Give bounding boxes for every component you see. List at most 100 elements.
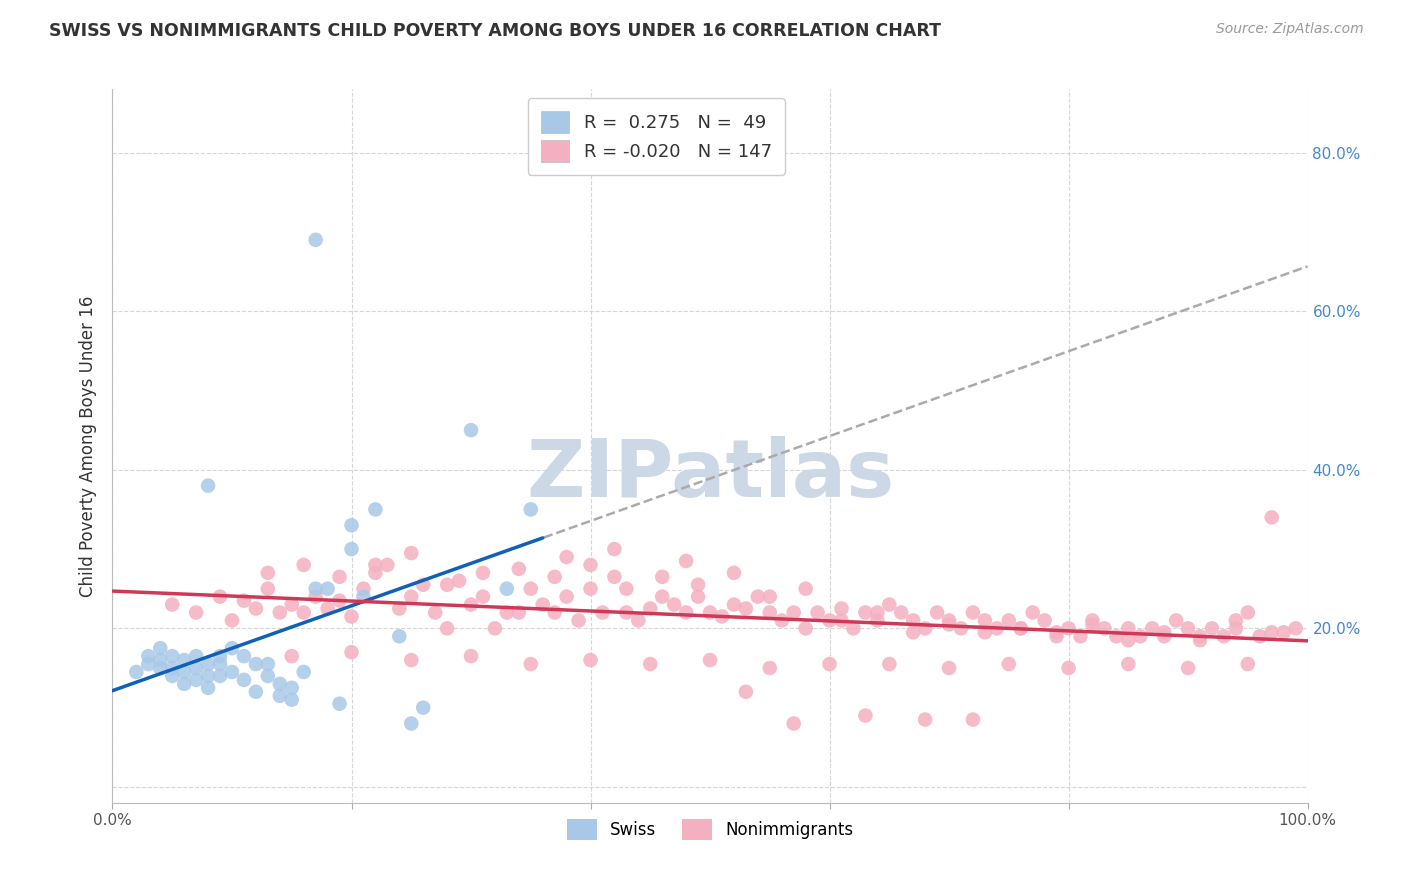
Point [460, 423, 482, 437]
Point [879, 598, 901, 612]
Point [149, 641, 172, 656]
Point [316, 582, 339, 596]
Point [914, 621, 936, 635]
Point [292, 665, 315, 679]
Point [401, 653, 423, 667]
Point [1153, 625, 1175, 640]
Point [245, 601, 267, 615]
Point [329, 697, 352, 711]
Point [257, 669, 280, 683]
Point [1261, 510, 1284, 524]
Point [866, 614, 889, 628]
Point [352, 582, 374, 596]
Point [496, 582, 519, 596]
Point [316, 601, 339, 615]
Point [831, 614, 853, 628]
Point [1022, 606, 1045, 620]
Point [986, 621, 1008, 635]
Point [460, 598, 482, 612]
Point [340, 609, 363, 624]
Point [927, 606, 949, 620]
Point [914, 713, 936, 727]
Point [186, 606, 208, 620]
Point [1057, 621, 1080, 635]
Point [484, 621, 506, 635]
Point [281, 681, 304, 695]
Point [1010, 621, 1032, 635]
Point [818, 657, 841, 671]
Point [627, 614, 650, 628]
Point [292, 606, 315, 620]
Point [950, 621, 973, 635]
Text: ZIPatlas: ZIPatlas [526, 435, 894, 514]
Point [401, 716, 423, 731]
Point [782, 716, 804, 731]
Point [340, 645, 363, 659]
Point [388, 629, 411, 643]
Point [340, 518, 363, 533]
Point [162, 598, 183, 612]
Point [508, 606, 530, 620]
Point [675, 554, 697, 568]
Point [257, 657, 280, 671]
Point [579, 582, 602, 596]
Point [962, 713, 984, 727]
Point [138, 657, 160, 671]
Point [340, 542, 363, 557]
Point [1177, 621, 1199, 635]
Point [903, 614, 925, 628]
Point [1010, 621, 1032, 635]
Point [855, 606, 877, 620]
Point [162, 649, 183, 664]
Point [543, 570, 565, 584]
Point [890, 606, 912, 620]
Point [879, 657, 901, 671]
Point [138, 649, 160, 664]
Point [209, 657, 232, 671]
Point [794, 621, 817, 635]
Point [568, 614, 591, 628]
Point [520, 657, 543, 671]
Point [555, 549, 578, 564]
Point [472, 566, 495, 580]
Point [1177, 661, 1199, 675]
Point [531, 598, 554, 612]
Point [543, 606, 565, 620]
Point [508, 562, 530, 576]
Point [364, 502, 387, 516]
Point [759, 661, 782, 675]
Point [472, 590, 495, 604]
Point [664, 598, 686, 612]
Point [209, 669, 232, 683]
Point [436, 578, 458, 592]
Point [579, 558, 602, 572]
Point [377, 558, 399, 572]
Point [974, 614, 997, 628]
Point [520, 582, 543, 596]
Point [412, 578, 434, 592]
Point [257, 582, 280, 596]
Point [616, 582, 638, 596]
Point [305, 233, 328, 247]
Point [305, 582, 328, 596]
Point [1213, 629, 1236, 643]
Point [173, 653, 195, 667]
Point [221, 665, 243, 679]
Point [735, 601, 758, 615]
Point [364, 566, 387, 580]
Point [699, 606, 721, 620]
Point [269, 677, 291, 691]
Point [1118, 657, 1140, 671]
Point [1046, 625, 1069, 640]
Point [998, 657, 1021, 671]
Point [603, 542, 626, 557]
Point [699, 653, 721, 667]
Point [173, 665, 195, 679]
Point [281, 692, 304, 706]
Point [305, 590, 328, 604]
Point [903, 625, 925, 640]
Point [233, 593, 256, 607]
Point [425, 606, 447, 620]
Point [329, 570, 352, 584]
Point [1166, 614, 1188, 628]
